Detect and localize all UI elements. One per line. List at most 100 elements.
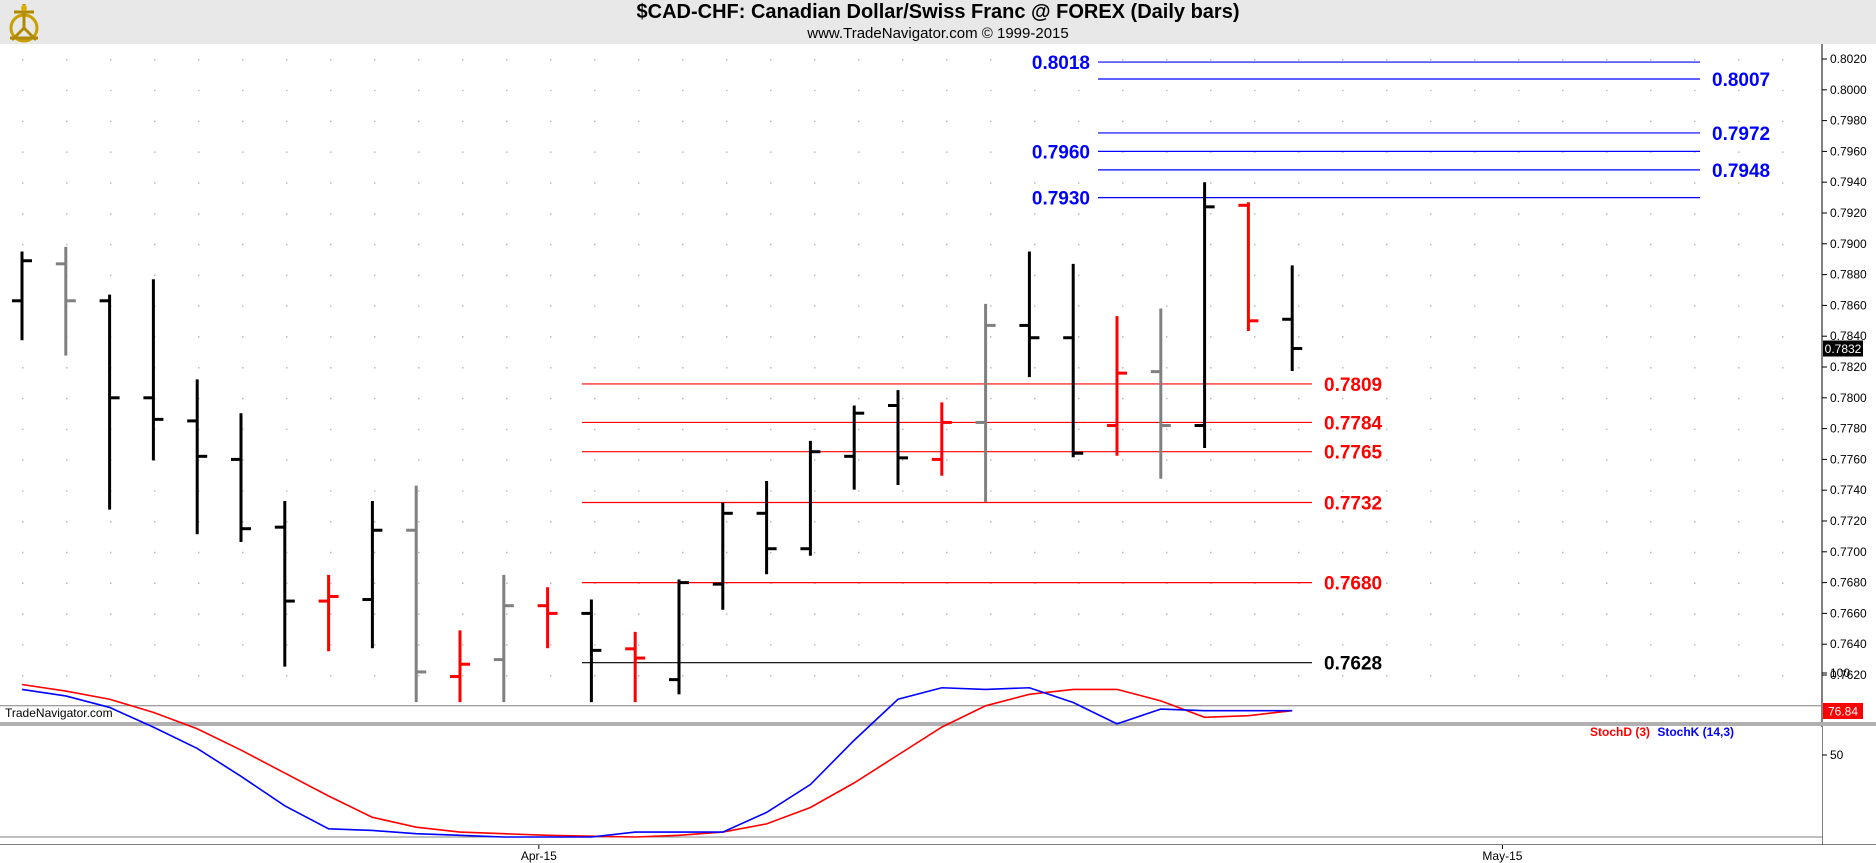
grid-dot — [330, 367, 332, 369]
grid-dot — [1474, 675, 1476, 677]
grid-dot — [770, 120, 772, 123]
grid-dot — [1518, 459, 1520, 461]
grid-dot — [1122, 59, 1124, 61]
grid-dot — [1430, 151, 1432, 153]
grid-dot — [242, 367, 244, 369]
grid-dot — [946, 274, 948, 277]
grid-dot — [990, 59, 992, 61]
grid-dot — [1606, 428, 1608, 431]
grid-dot — [1606, 243, 1608, 246]
grid-dot — [1122, 367, 1124, 369]
grid-dot — [1254, 89, 1256, 92]
grid-dot — [902, 490, 904, 492]
grid-dot — [1166, 305, 1168, 307]
grid-dot — [1518, 521, 1520, 523]
grid-dot — [1562, 274, 1564, 277]
grid-dot — [462, 490, 464, 492]
grid-dot — [902, 243, 904, 246]
grid-dot — [1650, 428, 1652, 431]
grid-dot — [990, 367, 992, 369]
grid-dot — [418, 521, 420, 523]
grid-dot — [726, 120, 728, 123]
stoch-legend-k: StochK (14,3) — [1657, 725, 1734, 739]
level-label-0.7628: 0.7628 — [1324, 654, 1382, 675]
grid-dot — [770, 675, 772, 677]
grid-dot — [330, 213, 332, 215]
grid-dot — [946, 120, 948, 123]
grid-dot — [726, 243, 728, 246]
grid-dot — [1562, 243, 1564, 246]
grid-dot — [902, 675, 904, 677]
grid-dot — [1782, 182, 1784, 184]
grid-dot — [594, 397, 596, 400]
grid-dot — [990, 428, 992, 431]
grid-dot — [1606, 397, 1608, 400]
grid-dot — [154, 490, 156, 492]
grid-dot — [198, 459, 200, 461]
grid-dot — [990, 89, 992, 92]
grid-dot — [154, 182, 156, 184]
grid-dot — [594, 675, 596, 677]
grid-dot — [1606, 120, 1608, 123]
grid-dot — [110, 613, 112, 615]
grid-dot — [462, 120, 464, 123]
grid-dot — [1430, 274, 1432, 277]
grid-dot — [1254, 336, 1256, 338]
stoch-panel-bg — [0, 727, 1822, 845]
grid-dot — [1650, 521, 1652, 523]
ohlc-bar — [712, 502, 733, 610]
grid-dot — [858, 644, 860, 646]
grid-dot — [1166, 274, 1168, 277]
grid-dot — [242, 459, 244, 461]
grid-dot — [1166, 428, 1168, 431]
grid-dot — [726, 59, 728, 61]
grid-dot — [1650, 459, 1652, 461]
grid-dot — [330, 182, 332, 184]
grid-dot — [374, 582, 376, 585]
grid-dot — [858, 305, 860, 307]
grid-dot — [858, 89, 860, 92]
grid-dot — [330, 644, 332, 646]
grid-dot — [946, 151, 948, 153]
last-price-label: 0.7832 — [1825, 342, 1862, 356]
grid-dot — [726, 551, 728, 554]
grid-dot — [1034, 120, 1036, 123]
grid-dot — [814, 582, 816, 585]
grid-dot — [418, 428, 420, 431]
grid-dot — [374, 367, 376, 369]
grid-dot — [330, 428, 332, 431]
grid-dot — [1694, 490, 1696, 492]
grid-dot — [946, 551, 948, 554]
grid-dot — [198, 182, 200, 184]
grid-dot — [374, 490, 376, 492]
grid-dot — [1078, 243, 1080, 246]
grid-dot — [594, 274, 596, 277]
grid-dot — [1342, 490, 1344, 492]
ohlc-bar — [931, 402, 952, 476]
grid-dot — [198, 151, 200, 153]
grid-dot — [1386, 613, 1388, 615]
grid-dot — [858, 521, 860, 523]
grid-dot — [858, 336, 860, 338]
grid-dot — [594, 490, 596, 492]
grid-dot — [682, 367, 684, 369]
grid-dot — [374, 644, 376, 646]
grid-dot — [902, 89, 904, 92]
grid-dot — [1782, 582, 1784, 585]
grid-dot — [1078, 59, 1080, 61]
grid-dot — [594, 151, 596, 153]
grid-dot — [242, 59, 244, 61]
grid-dot — [1562, 151, 1564, 153]
grid-dot — [1474, 459, 1476, 461]
grid-dot — [1034, 243, 1036, 246]
grid-dot — [946, 367, 948, 369]
ohlc-bar — [1194, 182, 1215, 448]
grid-dot — [594, 182, 596, 184]
ohlc-bar — [1063, 263, 1084, 458]
grid-dot — [1298, 490, 1300, 492]
grid-dot — [1650, 644, 1652, 646]
grid-dot — [506, 613, 508, 615]
grid-dot — [1210, 459, 1212, 461]
grid-dot — [1298, 551, 1300, 554]
grid-dot — [726, 367, 728, 369]
